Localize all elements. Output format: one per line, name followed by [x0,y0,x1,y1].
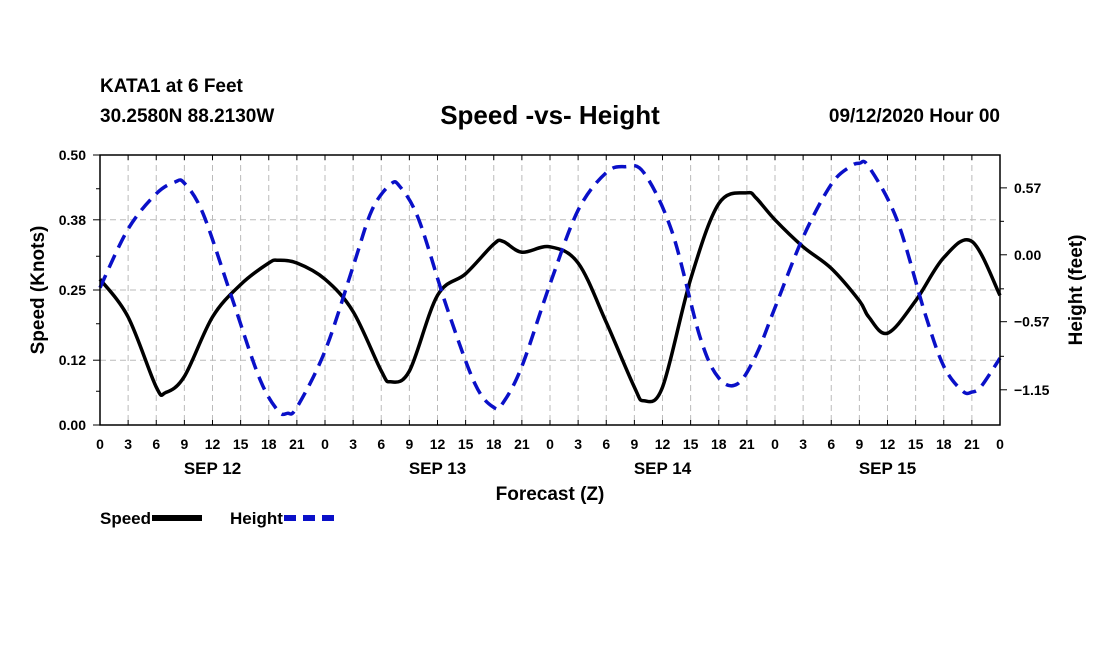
x-tick-label: 15 [683,436,699,452]
tick-layer [93,154,1007,426]
x-tick-label: 3 [124,436,132,452]
y2-tick-label: −1.15 [1014,382,1050,398]
legend-height-swatch [283,514,334,521]
y2-tick-label: 0.00 [1014,247,1041,263]
label-layer: 0 3 6 9 12 15 18 21 0 3 6 9 12 15 18 21 0 3 6 9 12 15 18 21 0 3 6 9… [28,147,1087,505]
x-tick-label: 0 [546,436,554,452]
legend-speed-swatch [152,514,203,521]
series-line-speed [98,190,1002,404]
y2-tick-label: −0.57 [1014,314,1050,330]
x-tick-label: 0 [996,436,1004,452]
x-tick-label: 12 [205,436,221,452]
x-tick-label: 0 [771,436,779,452]
x-tick-label: 6 [602,436,610,452]
x-tick-label: 6 [377,436,385,452]
x-tick-label: 15 [908,436,924,452]
y-axis-title: Speed (Knots) [28,226,49,355]
x-tick-label: 18 [711,436,727,452]
x-tick-label: 9 [180,436,188,452]
x-tick-label: 9 [630,436,638,452]
x-tick-label: 21 [739,436,755,452]
x-tick-label: 0 [96,436,104,452]
station-label: KATA1 at 6 Feet [100,76,243,97]
x-tick-label: 12 [880,436,896,452]
day-label: SEP 15 [859,459,916,478]
legend-speed-label: Speed [100,509,152,528]
y2-tick-label: 0.57 [1014,180,1041,196]
y-tick-label: 0.38 [59,212,86,228]
y-tick-label: 0.50 [59,147,86,163]
x-tick-label: 12 [430,436,446,452]
day-label: SEP 14 [634,459,692,478]
x-tick-label: 18 [936,436,952,452]
x-tick-label: 12 [655,436,671,452]
chart-title: Speed -vs- Height [440,100,660,130]
legend-height: Height [230,509,334,529]
x-tick-label: 3 [574,436,582,452]
x-tick-label: 15 [458,436,474,452]
day-label: SEP 12 [184,459,241,478]
x-tick-label: 6 [152,436,160,452]
x-tick-label: 9 [855,436,863,452]
x-tick-label: 0 [321,436,329,452]
x-tick-label: 18 [261,436,277,452]
day-label: SEP 13 [409,459,466,478]
legend-height-label: Height [230,509,283,528]
x-tick-label: 21 [964,436,980,452]
forecast-datetime: 09/12/2020 Hour 00 [828,106,1000,127]
x-tick-label: 21 [514,436,530,452]
y-tick-label: 0.12 [59,352,86,368]
x-tick-label: 3 [349,436,357,452]
series-layer [98,159,1002,417]
x-tick-label: 3 [799,436,807,452]
y-tick-label: 0.00 [59,417,86,433]
x-tick-label: 9 [405,436,413,452]
x-tick-label: 21 [289,436,305,452]
x-tick-label: 15 [233,436,249,452]
x-tick-label: 18 [486,436,502,452]
x-tick-label: 6 [827,436,835,452]
y-tick-label: 0.25 [59,282,86,298]
y2-axis-title: Height (feet) [1066,235,1087,346]
coordinates-label: 30.2580N 88.2130W [100,106,275,127]
x-axis-title: Forecast (Z) [496,484,605,505]
series-line-height [98,159,1002,417]
legend-speed: Speed [100,509,203,529]
